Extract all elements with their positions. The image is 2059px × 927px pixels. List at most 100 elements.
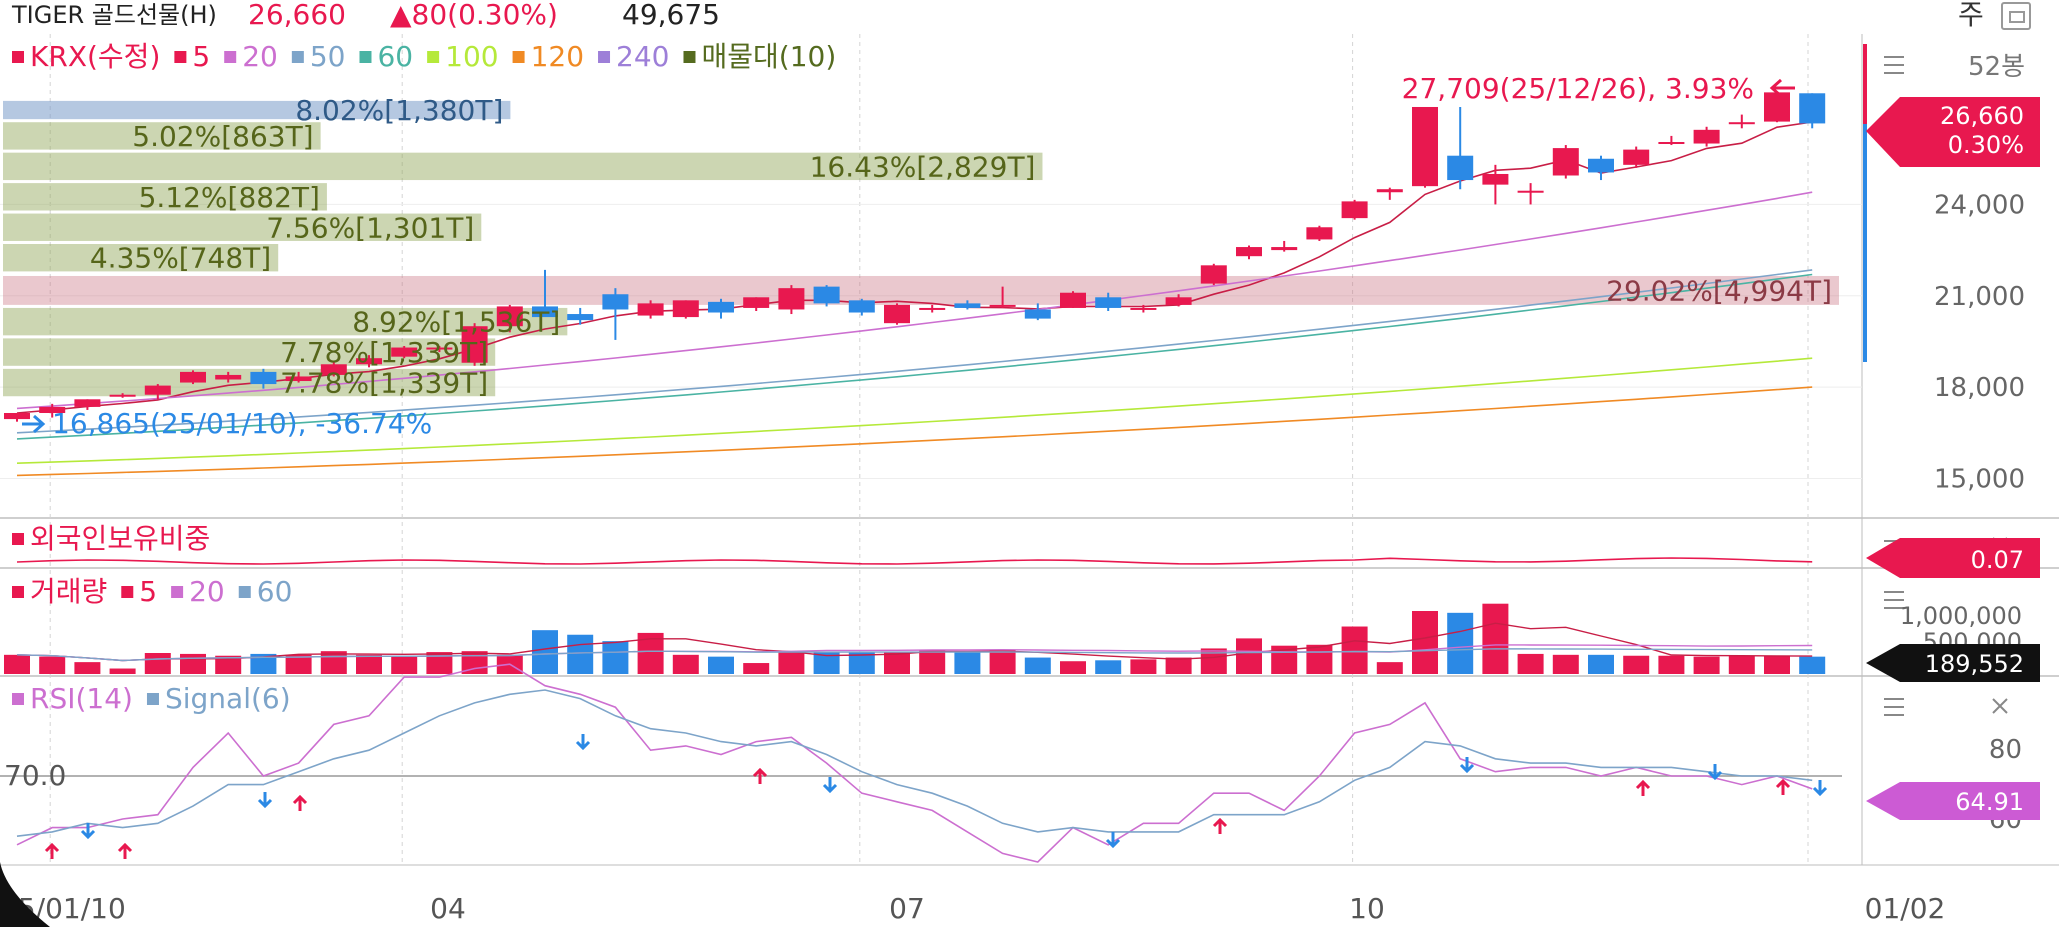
current-price-tag-pct: 0.30% [1948, 131, 2024, 159]
current-price-tag-value: 26,660 [1940, 102, 2024, 130]
candle-body [250, 371, 277, 385]
candle-body [1693, 129, 1720, 144]
up-arrow-icon [44, 842, 60, 859]
candle-body [1095, 297, 1122, 308]
candle-body [180, 371, 206, 383]
down-arrow-icon [1707, 764, 1723, 781]
volume-bar [180, 653, 206, 674]
volume-bar [1236, 638, 1262, 674]
candle-body [884, 304, 910, 324]
volume-bar [848, 652, 875, 674]
volume-bar [250, 653, 277, 674]
candle-body [954, 303, 981, 308]
candle-body [1799, 93, 1826, 124]
volume-bar [1060, 661, 1086, 674]
volume-profile-bar [3, 100, 511, 120]
volume-bar [919, 650, 946, 674]
price-tick-label: 24,000 [1934, 190, 2025, 220]
time-tick-label: 10 [1349, 892, 1385, 925]
volume-profile-bar [3, 183, 327, 211]
candle-body [1341, 201, 1368, 219]
volume-bar [74, 662, 101, 674]
candle-body [144, 385, 171, 395]
volume-profile-bar [3, 244, 279, 272]
rsi-current-value: 64.91 [1955, 788, 2024, 816]
volume-bar [884, 652, 910, 674]
menu-icon[interactable] [1884, 591, 1904, 609]
stock-name: TIGER 골드선물(H) [12, 1, 217, 29]
price-legend-swatch [427, 51, 440, 63]
volume-profile-label: 8.92%[1,536T] [352, 306, 560, 339]
window-icon [2009, 11, 2025, 23]
up-arrow-icon [1212, 817, 1228, 834]
volume-legend-swatch [171, 586, 184, 598]
candle-body [567, 314, 594, 321]
volume-bar [1764, 655, 1790, 674]
volume-bar [708, 656, 734, 674]
stock-header: TIGER 골드선물(H) 26,660 ▲80(0.30%) 49,675 주 [0, 0, 2059, 34]
fullscreen-button[interactable] [2001, 2, 2031, 30]
volume-tick-label: 1,000,000 [1900, 602, 2022, 630]
candles [4, 91, 1826, 422]
volume-bar [1130, 659, 1157, 674]
candle-body [743, 297, 770, 308]
candle-body [1306, 227, 1333, 240]
up-arrow-icon [1775, 778, 1791, 795]
period-weekly-button[interactable]: 주 [1958, 0, 1984, 31]
down-arrow-icon [257, 792, 273, 809]
candle-body [285, 376, 312, 382]
ma-line-5 [16, 121, 1813, 414]
volume-legend-label: 5 [139, 575, 157, 608]
volume-profile [3, 100, 1839, 397]
ma-line-50 [16, 269, 1813, 434]
up-arrow-icon [1635, 779, 1651, 796]
price-legend-swatch [598, 51, 611, 63]
rsi-signal-line [16, 689, 1813, 837]
current-price: 26,660 [248, 0, 346, 31]
volume-bar [1095, 660, 1122, 674]
candle-body [778, 288, 805, 310]
rsi-line [16, 663, 1813, 863]
volume-current-tag [1866, 644, 2040, 682]
volume-bar [1588, 654, 1614, 674]
right-arrow-icon [22, 414, 46, 434]
price-legend-swatch [512, 51, 525, 63]
foreign-ownership-line [16, 557, 1813, 565]
corner-decoration [0, 862, 50, 927]
volume-bar [532, 630, 558, 674]
price-tick-label: 21,000 [1934, 282, 2025, 312]
menu-icon[interactable] [1884, 56, 1904, 74]
volume-bar [778, 651, 805, 674]
candle-body [320, 364, 347, 375]
volume-bar [1447, 612, 1474, 674]
volume-bar [391, 656, 418, 674]
volume-legend-label: 20 [189, 575, 225, 608]
candle-body [1728, 122, 1755, 125]
candle-body [1658, 142, 1685, 145]
menu-icon[interactable] [1884, 698, 1904, 716]
candle-body [1482, 173, 1509, 185]
price-tick-label: 15,000 [1934, 464, 2025, 494]
price-legend-swatch [174, 51, 187, 63]
volume-profile-label: 5.12%[882T] [139, 181, 320, 214]
foreign-ownership-value: 0.07 [1971, 546, 2024, 574]
price-legend-swatch [224, 51, 237, 63]
close-icon-stroke [1992, 698, 2008, 714]
foreign-legend-label: 외국인보유비중 [30, 522, 210, 555]
price-legend-label: 240 [616, 40, 669, 73]
volume-bar [215, 655, 242, 674]
rsi-legend-label: RSI(14) [30, 682, 133, 715]
volume-bar [1376, 662, 1403, 674]
ma-line-60 [16, 273, 1813, 440]
candle-body [532, 306, 558, 318]
trade-volume: 49,675 [622, 0, 720, 31]
volume-bar [144, 653, 171, 674]
time-tick-label: 01/02 [1865, 892, 1946, 925]
candle-body [1552, 148, 1579, 176]
volume-profile-label: 7.78%[1,339T] [280, 367, 488, 400]
volume-bar [1658, 655, 1685, 674]
candle-body [461, 326, 488, 363]
volume-profile-label: 7.78%[1,339T] [280, 336, 488, 369]
close-icon[interactable] [1992, 698, 2008, 714]
